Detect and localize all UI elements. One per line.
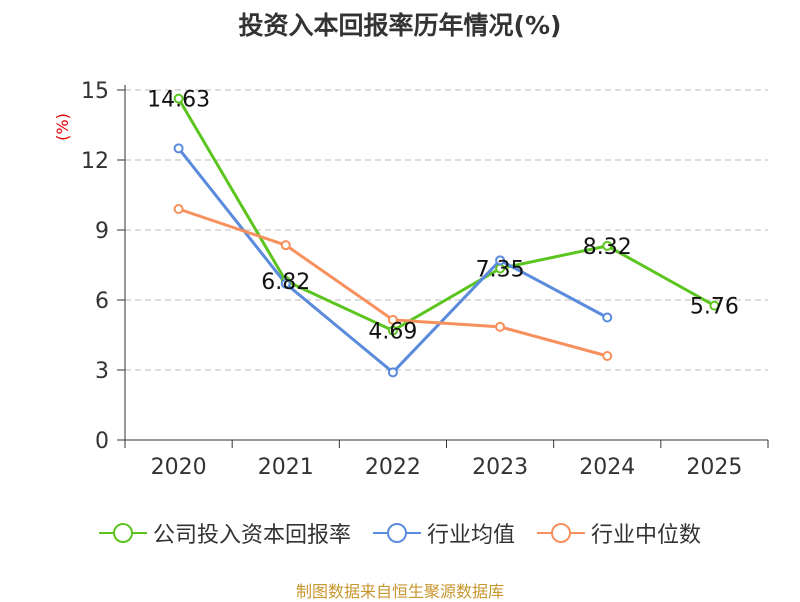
series-lines bbox=[177, 97, 716, 374]
x-tick-label: 2021 bbox=[258, 455, 314, 480]
data-label: 5.76 bbox=[690, 295, 739, 320]
data-point bbox=[602, 351, 613, 361]
data-point bbox=[709, 300, 720, 311]
x-tick-label: 2025 bbox=[686, 455, 742, 480]
x-tick-label: 2022 bbox=[365, 455, 421, 480]
y-tick-label: 0 bbox=[95, 429, 109, 454]
series-line bbox=[177, 97, 716, 333]
data-point bbox=[495, 255, 506, 266]
legend-item-industry-average[interactable]: 行业均值 bbox=[372, 517, 515, 549]
x-tick-label: 2024 bbox=[579, 455, 635, 480]
data-point bbox=[387, 314, 398, 325]
data-point bbox=[602, 240, 613, 251]
legend-line-circle-icon bbox=[537, 523, 585, 543]
data-label: 4.69 bbox=[368, 320, 417, 345]
y-tick-label: 3 bbox=[95, 359, 109, 384]
axes: 0 3 6 9 12 15 2020 2021 2022 2023 2024 2025 bbox=[81, 79, 769, 480]
data-source-note: 制图数据来自恒生聚源数据库 bbox=[295, 582, 504, 601]
y-tick-label: 15 bbox=[81, 79, 109, 104]
data-point bbox=[387, 367, 398, 378]
y-tick-label: 9 bbox=[95, 219, 109, 244]
legend: 公司投入资本回报率 行业均值 行业中位数 bbox=[0, 517, 800, 549]
y-tick-label: 12 bbox=[81, 149, 109, 174]
data-point bbox=[387, 325, 398, 336]
data-point bbox=[173, 204, 184, 214]
data-label: 6.82 bbox=[261, 270, 310, 295]
data-point bbox=[280, 240, 291, 251]
data-labels: 14.63 6.82 4.69 7.35 8.32 5.76 bbox=[147, 88, 739, 345]
legend-label: 公司投入资本回报率 bbox=[152, 523, 351, 548]
legend-label: 行业中位数 bbox=[591, 523, 702, 548]
data-point bbox=[495, 321, 506, 332]
y-tick-label: 6 bbox=[95, 289, 109, 314]
grid-lines bbox=[125, 89, 768, 371]
data-point bbox=[280, 278, 291, 289]
legend-label: 行业均值 bbox=[426, 523, 515, 548]
data-label: 8.32 bbox=[583, 235, 632, 260]
chart-title: 投资入本回报率历年情况(%) bbox=[238, 11, 562, 40]
y-axis-label: (%) bbox=[53, 113, 72, 141]
data-label: 7.35 bbox=[476, 258, 525, 283]
legend-line-circle-icon bbox=[98, 523, 147, 543]
series-points bbox=[173, 93, 720, 378]
data-point bbox=[173, 143, 184, 154]
x-tick-label: 2020 bbox=[151, 455, 207, 480]
data-label: 14.63 bbox=[147, 88, 210, 113]
legend-line-circle-icon bbox=[372, 523, 421, 543]
legend-item-company[interactable]: 公司投入资本回报率 bbox=[98, 517, 351, 549]
data-point bbox=[173, 93, 184, 104]
legend-item-industry-median[interactable]: 行业中位数 bbox=[537, 517, 701, 549]
x-tick-label: 2023 bbox=[472, 455, 528, 480]
data-point bbox=[602, 312, 613, 323]
